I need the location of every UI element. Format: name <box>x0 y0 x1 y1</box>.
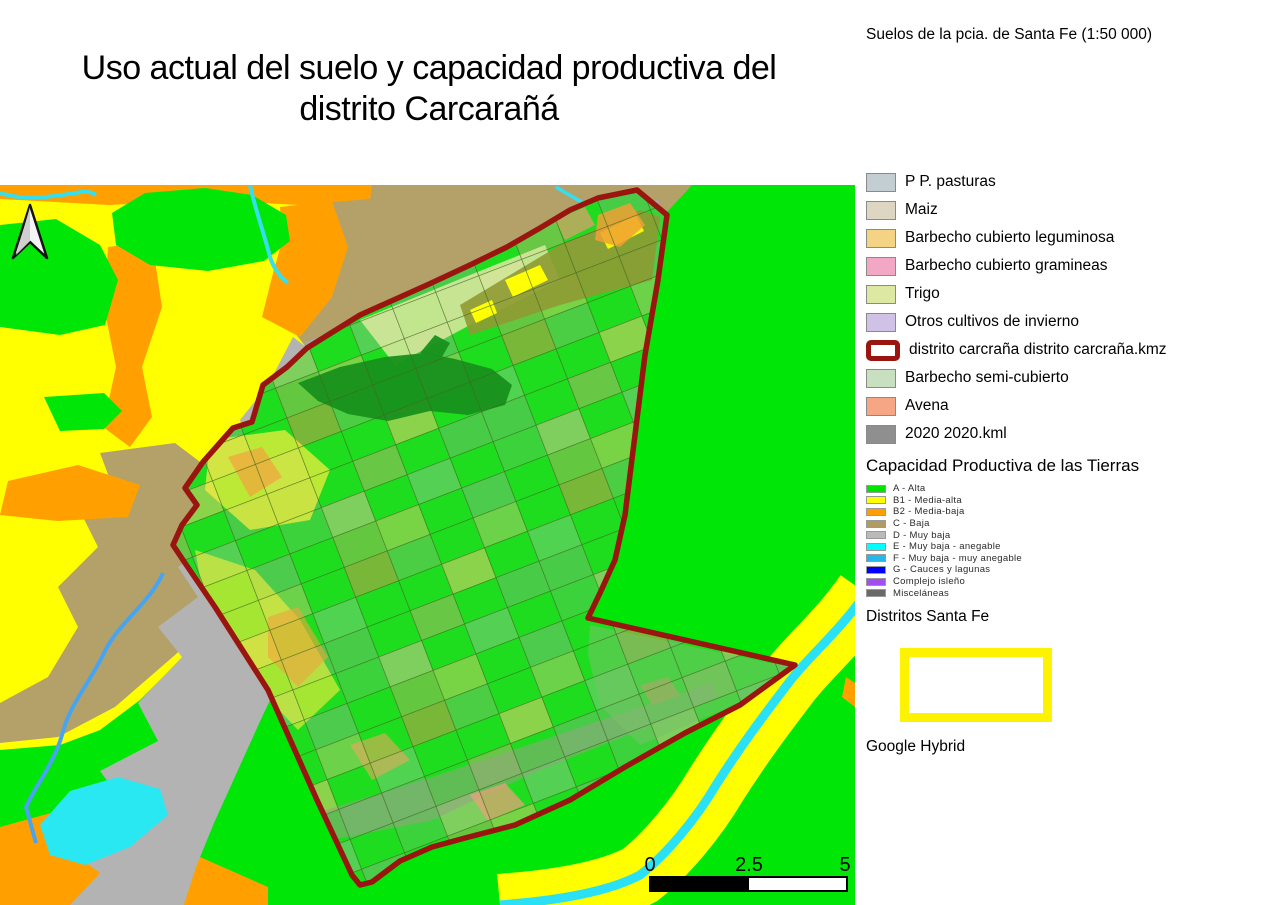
legend-label: C - Baja <box>893 518 930 530</box>
soil-orange-band <box>842 677 855 707</box>
legend-panel: P P. pasturas Maiz Barbecho cubierto leg… <box>866 168 1278 756</box>
basemap-label: Google Hybrid <box>866 737 966 755</box>
legend-label: Barbecho semi-cubierto <box>905 369 1069 386</box>
legend-swatch <box>866 256 896 276</box>
capacity-item-miscelaneas: Misceláneas <box>866 587 1278 599</box>
legend-swatch <box>866 172 896 192</box>
legend-label: B1 - Media-alta <box>893 494 962 506</box>
stream <box>248 185 290 285</box>
legend-swatch <box>866 554 886 563</box>
legend-label: F - Muy baja - muy anegable <box>893 552 1023 564</box>
legend-item-pasturas: P P. pasturas <box>866 168 1278 196</box>
legend-item-trigo: Trigo <box>866 280 1278 308</box>
scale-label-max: 5 <box>839 854 850 876</box>
capacity-item-g: G - Cauces y lagunas <box>866 564 1278 576</box>
legend-item-distrito-kmz: distrito carcraña distrito carcraña.kmz <box>866 336 1278 364</box>
lake <box>40 777 168 865</box>
capacity-item-e: E - Muy baja - anegable <box>866 541 1278 553</box>
soil-green-patch <box>0 219 118 335</box>
map-canvas: 0 2.5 5 <box>0 185 855 905</box>
soil-green-patch <box>112 188 290 271</box>
legend-swatch <box>866 565 886 574</box>
legend-item-barbecho-leguminosa: Barbecho cubierto leguminosa <box>866 224 1278 252</box>
legend-label: Avena <box>905 397 949 414</box>
legend-swatch <box>866 368 896 388</box>
legend-swatch <box>866 507 886 516</box>
legend-swatch <box>866 424 896 444</box>
legend-label: Maiz <box>905 201 938 218</box>
capacity-heading: Capacidad Productiva de las Tierras <box>866 456 1140 475</box>
capacity-item-b1: B1 - Media-alta <box>866 495 1278 507</box>
soil-tan-region-southwest <box>0 443 228 743</box>
soil-green-patch <box>44 393 122 431</box>
legend-label: E - Muy baja - anegable <box>893 541 1001 553</box>
legend-label: D - Muy baja <box>893 529 951 541</box>
legend-label: P P. pasturas <box>905 173 996 190</box>
legend-label: Trigo <box>905 285 940 302</box>
district-boundary <box>170 187 798 888</box>
legend-swatch-outline <box>866 339 900 361</box>
legend-item-maiz: Maiz <box>866 196 1278 224</box>
soil-orange-band <box>103 241 162 447</box>
page-title-line1: Uso actual del suelo y capacidad product… <box>81 49 777 87</box>
legend-label: Barbecho cubierto leguminosa <box>905 229 1115 246</box>
page-title-line2: distrito Carcarañá <box>299 89 559 128</box>
legend-label: Misceláneas <box>893 587 950 599</box>
scale-label-mid: 2.5 <box>735 854 763 876</box>
legend-swatch <box>866 531 886 540</box>
districts-swatch <box>900 647 1052 722</box>
page-title: Uso actual del suelo y capacidad product… <box>0 48 858 130</box>
legend-label: 2020 2020.kml <box>905 425 1007 442</box>
legend-label: Complejo isleño <box>893 576 966 588</box>
legend-swatch <box>866 519 886 528</box>
legend-swatch <box>866 228 896 248</box>
legend-item-2020-kml: 2020 2020.kml <box>866 420 1278 448</box>
legend-swatch <box>866 589 886 598</box>
legend-swatch <box>866 484 886 493</box>
legend-swatch <box>866 312 896 332</box>
legend-item-barbecho-gramineas: Barbecho cubierto gramineas <box>866 252 1278 280</box>
legend-item-otros-cultivos: Otros cultivos de invierno <box>866 308 1278 336</box>
capacity-item-c: C - Baja <box>866 518 1278 530</box>
soil-orange-band <box>0 465 140 521</box>
north-arrow-icon <box>11 203 49 260</box>
legend-swatch <box>866 284 896 304</box>
capacity-item-b2: B2 - Media-baja <box>866 506 1278 518</box>
legend-label: B2 - Media-baja <box>893 506 965 518</box>
scale-label-0: 0 <box>644 854 655 876</box>
legend-swatch <box>866 577 886 586</box>
legend-label: G - Cauces y lagunas <box>893 564 991 576</box>
map-source-note: Suelos de la pcia. de Santa Fe (1:50 000… <box>866 26 1153 43</box>
legend-swatch <box>866 496 886 505</box>
legend-label: distrito carcraña distrito carcraña.kmz <box>909 341 1167 358</box>
legend-item-avena: Avena <box>866 392 1278 420</box>
legend-swatch <box>866 542 886 551</box>
legend-label: Otros cultivos de invierno <box>905 313 1080 330</box>
land-use-map: 0 2.5 5 <box>0 185 855 905</box>
legend-label: A - Alta <box>893 483 926 495</box>
river-cyan <box>499 600 855 905</box>
legend-label: Barbecho cubierto gramineas <box>905 257 1108 274</box>
districts-heading: Distritos Santa Fe <box>866 607 990 625</box>
stream <box>23 572 165 844</box>
capacity-item-complejo: Complejo isleño <box>866 576 1278 588</box>
legend-swatch <box>866 200 896 220</box>
capacity-item-f: F - Muy baja - muy anegable <box>866 553 1278 565</box>
stream <box>0 189 98 200</box>
legend-swatch <box>866 396 896 416</box>
capacity-item-a: A - Alta <box>866 483 1278 495</box>
capacity-item-d: D - Muy baja <box>866 529 1278 541</box>
scale-bar: 0 2.5 5 <box>644 854 851 892</box>
legend-item-barbecho-semicubierto: Barbecho semi-cubierto <box>866 364 1278 392</box>
